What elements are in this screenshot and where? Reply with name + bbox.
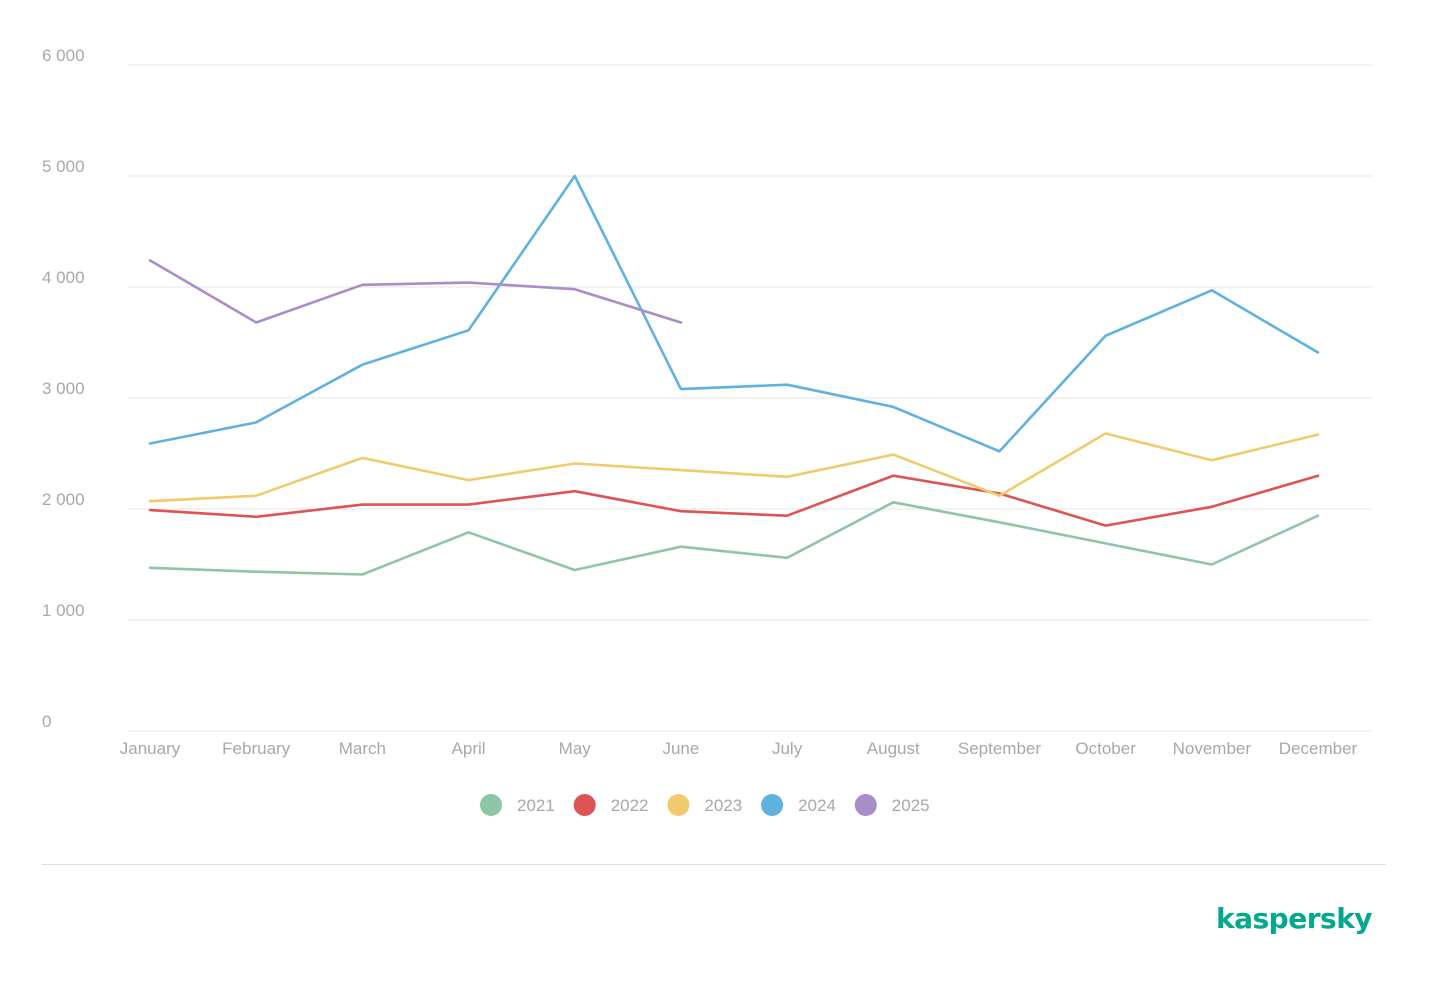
x-tick-label-july: July (772, 739, 803, 758)
y-tick-label: 6 000 (42, 46, 85, 65)
series-line-2023 (148, 432, 1320, 503)
legend-label-2021: 2021 (517, 796, 555, 815)
legend-label-2024: 2024 (798, 796, 836, 815)
y-tick-label: 2 000 (42, 490, 85, 509)
x-tick-label-june: June (662, 739, 699, 758)
legend-label-2023: 2023 (704, 796, 742, 815)
gridlines (128, 64, 1372, 732)
x-tick-label-march: March (339, 739, 386, 758)
x-tick-label-april: April (452, 739, 486, 758)
series-lines (148, 174, 1320, 576)
y-tick-label: 0 (42, 712, 51, 731)
series-line-2024 (148, 174, 1320, 453)
y-tick-label: 3 000 (42, 379, 85, 398)
x-tick-label-august: August (867, 739, 920, 758)
series-line-2022 (148, 474, 1320, 527)
legend-label-2022: 2022 (611, 796, 649, 815)
legend-marker-2024 (761, 794, 784, 816)
series-line-2025 (148, 259, 683, 324)
x-tick-label-may: May (559, 739, 592, 758)
legend: 2021 2022 2023 2024 2025 (480, 794, 930, 816)
legend-marker-2022 (573, 794, 596, 816)
x-tick-label-december: December (1279, 739, 1358, 758)
x-tick-label-october: October (1075, 739, 1136, 758)
legend-marker-2025 (854, 794, 877, 816)
series-line-2021 (148, 500, 1320, 576)
y-tick-label: 4 000 (42, 268, 85, 287)
legend-marker-2021 (480, 794, 502, 816)
x-tick-label-february: February (222, 739, 291, 758)
footer-divider (42, 864, 1386, 865)
x-tick-label-january: January (120, 739, 181, 758)
legend-marker-2023 (667, 794, 690, 816)
legend-label-2025: 2025 (892, 796, 930, 815)
y-tick-label: 1 000 (42, 601, 85, 620)
y-axis-ticks: 0 1 000 2 000 3 000 4 000 5 000 6 000 (42, 46, 85, 731)
y-tick-label: 5 000 (42, 157, 85, 176)
x-tick-label-september: September (958, 739, 1041, 758)
kaspersky-logo: kaspersky (1216, 902, 1373, 935)
x-axis-ticks: January February March April May June July Augu… (120, 739, 1358, 758)
x-tick-label-november: November (1173, 739, 1252, 758)
